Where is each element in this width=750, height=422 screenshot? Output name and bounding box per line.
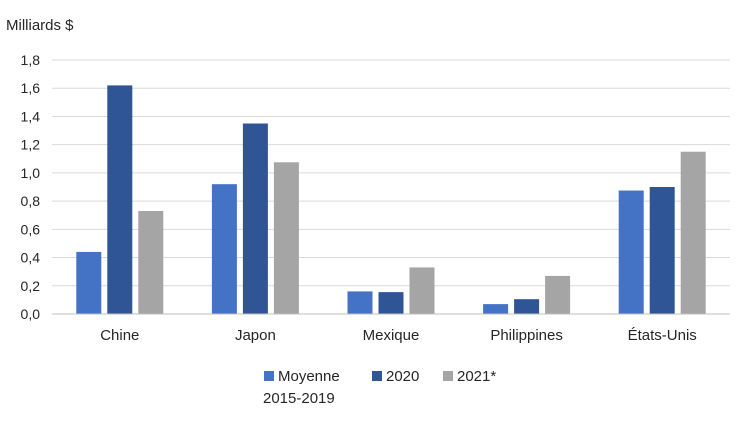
- x-category-label: Philippines: [490, 327, 563, 344]
- bars: [76, 85, 706, 315]
- y-tick-label: 0,4: [21, 250, 41, 266]
- y-tick-label: 1,0: [21, 165, 41, 181]
- legend-swatch: [443, 371, 453, 381]
- y-tick-label: 1,8: [21, 52, 41, 68]
- bar: [545, 275, 571, 314]
- y-tick-label: 0,2: [21, 278, 41, 294]
- y-axis-ticks: 0,0 0,2 0,4 0,6 0,8 1,0 1,2 1,4 1,6 1,8: [21, 52, 41, 322]
- bar: [242, 123, 268, 314]
- x-category-label: Chine: [100, 327, 139, 344]
- bar: [514, 299, 540, 314]
- bar: [618, 190, 644, 314]
- legend-label: Moyenne 2015-2019: [263, 368, 340, 407]
- bar: [107, 85, 133, 315]
- legend-swatch: [264, 371, 274, 381]
- legend-label: 2021*: [457, 368, 496, 385]
- gridlines: [52, 59, 730, 287]
- y-axis-unit-label: Milliards $: [6, 17, 74, 34]
- bar: [347, 291, 373, 314]
- x-category-label: Mexique: [363, 327, 420, 344]
- legend-swatch: [372, 371, 382, 381]
- legend: Moyenne 2015-2019 2020 2021*: [263, 368, 496, 407]
- y-tick-label: 1,6: [21, 80, 41, 96]
- x-axis-categories: Chine Japon Mexique Philippines États-Unis: [100, 327, 697, 344]
- bar: [378, 292, 404, 314]
- bar: [649, 187, 675, 314]
- y-tick-label: 0,6: [21, 221, 41, 237]
- legend-label: 2020: [386, 368, 419, 385]
- y-tick-label: 1,2: [21, 137, 41, 153]
- bar: [409, 267, 435, 314]
- y-tick-label: 0,0: [21, 306, 41, 322]
- bar: [138, 210, 164, 314]
- y-tick-label: 1,4: [21, 108, 41, 124]
- x-category-label: États-Unis: [628, 327, 697, 344]
- bar: [680, 151, 706, 314]
- bar: [211, 184, 237, 314]
- y-tick-label: 0,8: [21, 193, 41, 209]
- bar: [76, 251, 102, 314]
- bar: [273, 162, 299, 314]
- x-category-label: Japon: [235, 327, 276, 344]
- bar: [483, 304, 509, 314]
